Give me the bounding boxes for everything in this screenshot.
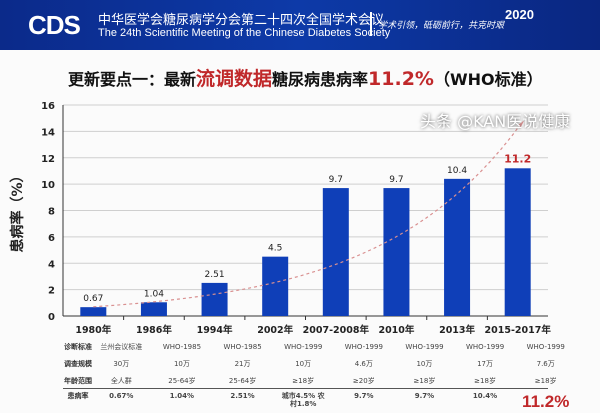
conference-title-en: The 24th Scientific Meeting of the Chine… xyxy=(98,27,391,39)
table-cell: WHO-1999 xyxy=(344,343,383,351)
table-cell: 9.7% xyxy=(354,392,374,400)
table-cell: 10.4% xyxy=(472,392,498,400)
title-suffix: （WHO标准） xyxy=(433,70,543,89)
x-tick-label: 1986年 xyxy=(136,324,172,336)
table-cell: 7.6万 xyxy=(536,360,555,368)
data-label: 11.2 xyxy=(504,152,531,165)
bar xyxy=(201,282,228,316)
data-label: 9.7 xyxy=(389,175,403,185)
table-divider xyxy=(63,388,548,389)
table-cell: WHO-1999 xyxy=(284,343,323,351)
watermark: 头条 @KAN医说健康 xyxy=(420,112,571,131)
table-cell: 城市4.5% 农村1.8% xyxy=(281,392,325,408)
table-row-label: 年龄范围 xyxy=(64,377,92,385)
table-cell: 2.51% xyxy=(230,392,255,400)
x-tick-label: 1980年 xyxy=(75,324,111,336)
bar xyxy=(504,168,531,316)
table-cell: 1.04% xyxy=(169,392,195,400)
table-cell: WHO-1999 xyxy=(465,343,505,351)
trend-line xyxy=(93,120,524,308)
table-row-label: 诊断标准 xyxy=(64,343,92,351)
x-tick-label: 1994年 xyxy=(197,324,233,336)
table-cell: 9.7% xyxy=(414,392,435,400)
table-cell: 4.6万 xyxy=(354,360,373,368)
x-tick-label: 2015-2017年 xyxy=(485,324,552,336)
cds-logo: CDS xyxy=(28,10,81,40)
conference-title-cn: 中华医学会糖尿病学分会第二十四次全国学术会议 xyxy=(98,13,385,28)
table-cell: 全人群 xyxy=(110,377,132,385)
table-cell: WHO-1985 xyxy=(162,343,202,351)
y-tick-label: 2 xyxy=(48,286,55,297)
table-cell: 17万 xyxy=(477,360,494,368)
y-tick-label: 0 xyxy=(48,312,55,323)
slogan: 学术引领，砥砺前行，共克时艰 xyxy=(378,21,505,31)
data-label: 2.51 xyxy=(205,270,225,280)
table-cell: 10万 xyxy=(295,360,312,368)
data-label: 1.04 xyxy=(144,289,164,299)
slide-title: 更新要点一：最新流调数据糖尿病患病率11.2%（WHO标准） xyxy=(68,64,543,91)
y-tick-label: 16 xyxy=(41,101,55,112)
table-cell: ≥18岁 xyxy=(292,377,315,385)
bar xyxy=(383,188,410,316)
y-axis-label: 患病率（%） xyxy=(9,168,26,252)
title-value: 11.2% xyxy=(368,68,434,90)
title-middle: 糖尿病患病率 xyxy=(272,70,369,89)
table-row-label: 患病率 xyxy=(67,392,89,400)
table-cell-highlight: 11.2% xyxy=(522,392,570,411)
x-tick-label: 2007-2008年 xyxy=(303,324,370,336)
x-tick-label: 2013年 xyxy=(439,324,475,336)
y-tick-label: 10 xyxy=(41,180,55,191)
table-cell: ≥18岁 xyxy=(474,377,496,385)
x-tick-label: 2010年 xyxy=(378,324,414,336)
y-tick-label: 6 xyxy=(48,233,55,244)
table-cell: WHO-1985 xyxy=(223,343,262,351)
table-cell: ≥18岁 xyxy=(413,377,436,385)
table-cell: 30万 xyxy=(113,360,130,368)
data-label: 4.5 xyxy=(268,244,282,254)
table-cell: 25-64岁 xyxy=(228,377,257,385)
year-badge: 2020 xyxy=(505,7,534,22)
table-cell: ≥18岁 xyxy=(534,377,557,385)
title-prefix: 更新要点一：最新 xyxy=(68,70,197,89)
table-cell: 兰州会议标准 xyxy=(100,343,143,351)
data-label: 0.67 xyxy=(83,294,103,304)
y-tick-label: 14 xyxy=(41,127,55,138)
divider xyxy=(370,12,372,36)
y-tick-label: 12 xyxy=(41,154,55,165)
table-row-label: 调查规模 xyxy=(64,360,92,368)
table-cell: 10万 xyxy=(416,360,433,368)
bar xyxy=(322,188,349,316)
trend-arrow-icon xyxy=(518,120,524,129)
table-cell: 10万 xyxy=(173,360,190,368)
table-cell: ≥20岁 xyxy=(352,377,375,385)
table-cell: 0.67% xyxy=(109,392,134,400)
y-tick-label: 8 xyxy=(48,207,55,218)
y-tick-label: 4 xyxy=(48,259,55,270)
table-cell: WHO-1999 xyxy=(526,343,565,351)
bar xyxy=(140,302,167,316)
bar xyxy=(262,256,289,316)
conference-banner: CDS 中华医学会糖尿病学分会第二十四次全国学术会议 The 24th Scie… xyxy=(0,0,600,50)
title-highlight: 流调数据 xyxy=(196,68,273,90)
bar xyxy=(80,307,107,316)
x-tick-label: 2002年 xyxy=(257,324,293,336)
table-cell: 21万 xyxy=(234,360,251,368)
bar xyxy=(444,178,471,316)
data-label: 10.4 xyxy=(447,166,467,176)
table-cell: 25-64岁 xyxy=(168,377,196,385)
table-cell: WHO-1999 xyxy=(405,343,444,351)
data-label: 9.7 xyxy=(329,175,343,185)
